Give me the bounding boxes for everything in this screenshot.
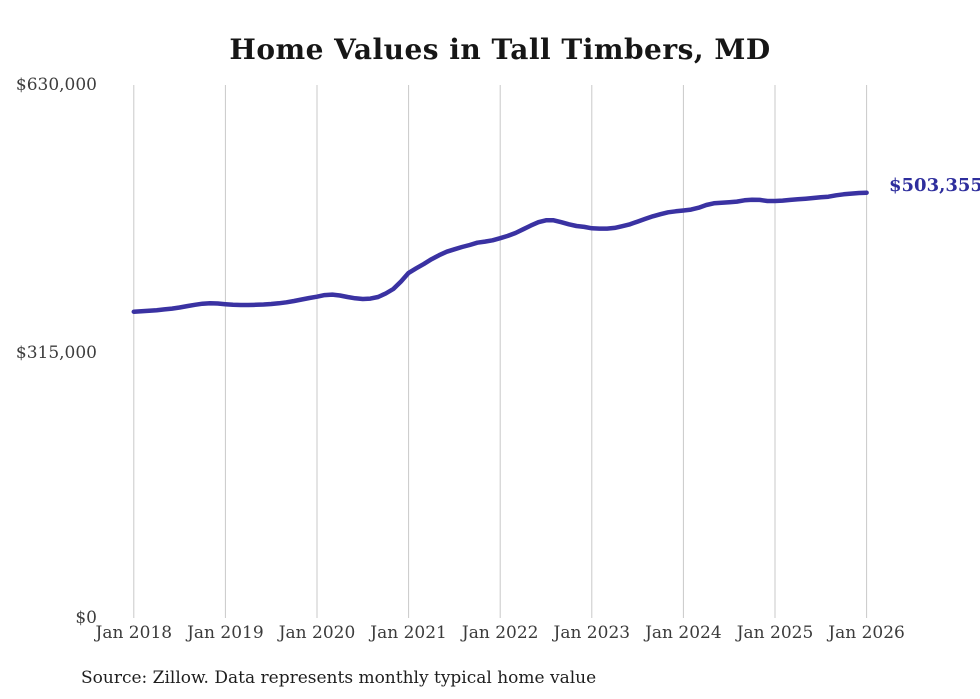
x-axis-tick-label: Jan 2022 [461, 623, 539, 643]
x-axis-tick-label: Jan 2018 [95, 623, 173, 643]
latest-value-label: $503,355 [889, 175, 980, 196]
x-axis-tick-label: Jan 2021 [370, 623, 447, 643]
y-axis-tick-315000: $315,000 [15, 343, 97, 363]
x-axis-tick-label: Jan 2020 [278, 623, 356, 643]
x-axis-tick-label: Jan 2024 [645, 623, 722, 643]
y-axis-tick-0: $0 [75, 608, 97, 628]
x-axis-tick-label: Jan 2019 [187, 623, 264, 643]
source-note: Source: Zillow. Data represents monthly … [81, 668, 597, 688]
home-value-series-line [131, 190, 869, 314]
y-axis-tick-630000: $630,000 [15, 75, 97, 95]
chart-title: Home Values in Tall Timbers, MD [229, 33, 771, 66]
x-axis-tick-label: Jan 2026 [828, 623, 905, 643]
x-axis-tick-label: Jan 2025 [736, 623, 814, 643]
x-axis-tick-label: Jan 2023 [553, 623, 631, 643]
